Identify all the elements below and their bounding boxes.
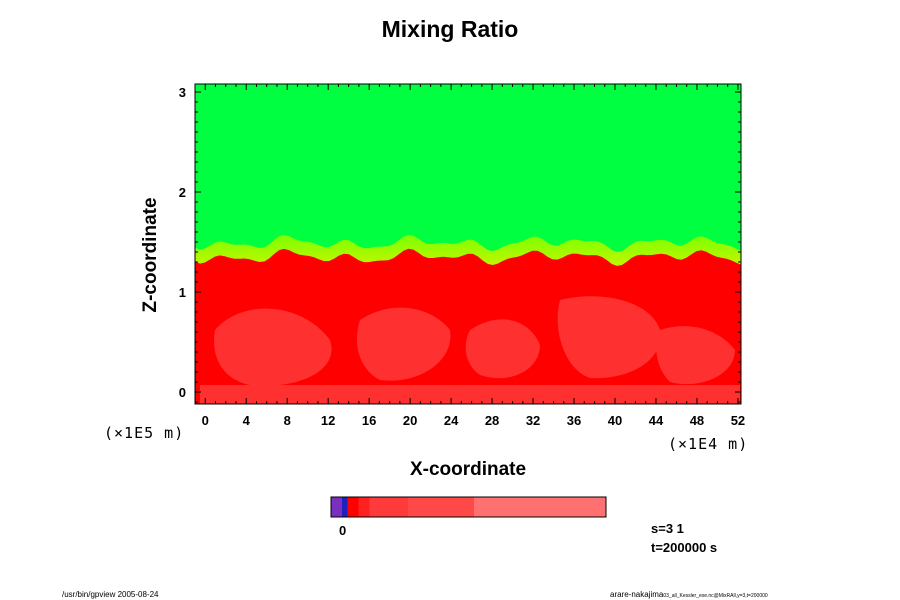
x-tick-label: 36 — [567, 413, 581, 428]
x-tick-label: 48 — [690, 413, 704, 428]
x-tick-label: 0 — [202, 413, 209, 428]
y-tick-label: 0 — [179, 385, 186, 400]
x-tick-label: 12 — [321, 413, 335, 428]
chart-title: Mixing Ratio — [381, 16, 519, 42]
colorbar-segment — [342, 497, 348, 517]
x-tick-label: 4 — [243, 413, 251, 428]
colorbar-frame — [330, 496, 607, 518]
x-tick-label: 28 — [485, 413, 499, 428]
eddy-patch — [465, 319, 540, 379]
footer-right-small: 03_all_Kessler_exe.nc@MixRAll,y=3,t=2000… — [663, 593, 768, 599]
colorbar-zero-label: 0 — [339, 523, 347, 538]
y-tick-label: 1 — [179, 285, 186, 300]
x-tick-label: 44 — [649, 413, 664, 428]
y-tick-label: 2 — [179, 185, 186, 200]
info-t: t=200000 s — [651, 540, 718, 555]
x-tick-label: 8 — [284, 413, 291, 428]
footer-right: arare-nakajima03_all_Kessler_exe.nc@MixR… — [610, 590, 768, 599]
eddy-patch — [356, 307, 451, 381]
x-axis-scale-factor: (×1E4 m) — [668, 435, 749, 453]
x-tick-label: 24 — [444, 413, 459, 428]
eddy-patch — [656, 326, 735, 385]
x-tick-label: 20 — [403, 413, 417, 428]
x-tick-label: 16 — [362, 413, 376, 428]
info-s: s=3 1 — [651, 521, 684, 536]
x-axis-label: X-coordinate — [409, 459, 527, 480]
footer-left: /usr/bin/gpview 2005-08-24 — [62, 590, 159, 599]
colorbar-segment — [408, 497, 474, 517]
eddy-patch — [200, 385, 740, 404]
eddy-patch — [214, 308, 332, 386]
y-axis-scale-factor: (×1E5 m) — [104, 424, 185, 442]
colorbar-segment — [369, 497, 408, 517]
colorbar-segment — [331, 497, 342, 517]
x-tick-label: 32 — [526, 413, 540, 428]
colorbar-segment — [347, 497, 359, 517]
x-tick-label: 40 — [608, 413, 622, 428]
x-tick-label: 52 — [731, 413, 745, 428]
footer-right-main: arare-nakajima — [610, 590, 664, 599]
y-tick-label: 3 — [179, 85, 186, 100]
colorbar-segment — [358, 497, 370, 517]
colorbar-segment — [474, 497, 606, 517]
eddy-patch — [557, 296, 661, 379]
plot-frame — [194, 83, 742, 405]
